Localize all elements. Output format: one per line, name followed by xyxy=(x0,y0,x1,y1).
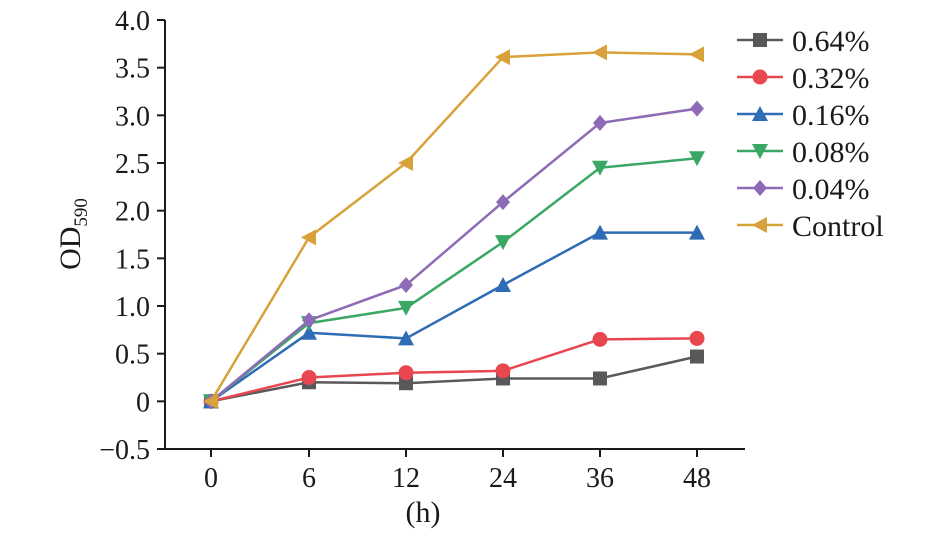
legend-label: Control xyxy=(792,210,884,243)
x-ticks: 0 6 12 24 36 48 xyxy=(204,449,711,494)
data-point xyxy=(398,155,413,171)
y-tick-label: 2.0 xyxy=(115,197,150,228)
y-tick-label: 1.0 xyxy=(115,292,150,323)
y-tick-label: 3.0 xyxy=(115,101,150,132)
data-point xyxy=(495,363,511,379)
x-axis-title: (h) xyxy=(406,496,441,529)
data-point xyxy=(690,100,704,117)
x-tick-label: 6 xyxy=(302,463,316,494)
axes xyxy=(164,20,745,450)
data-point xyxy=(203,393,218,410)
y-tick-label: 3.5 xyxy=(115,54,150,85)
legend: 0.64% 0.32% 0.16% 0.08% 0.04% Control xyxy=(737,25,884,243)
y-tick-label: 0 xyxy=(136,387,150,418)
legend-item: 0.08% xyxy=(737,136,870,169)
legend-label: 0.64% xyxy=(792,25,870,58)
data-point xyxy=(689,330,705,346)
series-0.04% xyxy=(204,100,704,410)
x-tick-label: 36 xyxy=(586,463,614,494)
series-0.64% xyxy=(204,349,704,409)
data-point xyxy=(592,331,608,347)
data-point xyxy=(593,114,607,131)
data-point xyxy=(689,46,704,63)
x-tick-label: 24 xyxy=(489,463,517,494)
data-point xyxy=(301,370,317,385)
series-layer xyxy=(203,44,705,410)
y-tick-label: 2.5 xyxy=(115,149,150,180)
legend-label: 0.16% xyxy=(792,99,870,132)
y-axis-title: OD590 xyxy=(54,198,92,270)
legend-item: 0.16% xyxy=(737,99,870,132)
series-0.32% xyxy=(203,330,705,409)
data-point xyxy=(593,371,607,386)
series-line xyxy=(210,355,698,403)
legend-label: 0.08% xyxy=(792,136,870,169)
data-point xyxy=(302,312,316,329)
legend-item: Control xyxy=(737,210,884,243)
data-point xyxy=(592,160,608,176)
legend-item: 0.64% xyxy=(737,25,870,58)
series-line xyxy=(210,231,697,403)
x-tick-label: 12 xyxy=(392,463,420,494)
y-tick-label: 0.5 xyxy=(115,340,150,371)
data-point xyxy=(495,49,510,66)
legend-label: 0.04% xyxy=(792,173,870,206)
legend-label: 0.32% xyxy=(792,62,870,95)
data-point xyxy=(689,151,705,167)
y-tick-label: 1.5 xyxy=(115,244,150,275)
data-point xyxy=(592,224,608,240)
data-point xyxy=(496,194,510,211)
legend-marker xyxy=(753,180,767,196)
legend-item: 0.32% xyxy=(737,62,870,95)
series-line xyxy=(209,51,698,402)
data-point xyxy=(398,300,414,316)
series-Control xyxy=(203,44,704,410)
legend-item: 0.04% xyxy=(737,173,870,206)
data-point xyxy=(399,376,413,391)
series-line xyxy=(210,107,698,403)
legend-marker xyxy=(752,69,768,85)
data-point xyxy=(495,277,511,293)
series-line xyxy=(210,337,698,403)
y-ticks: −0.5 0 0.5 1.0 1.5 2.0 2.5 3.0 3.5 4.0 xyxy=(99,6,165,466)
legend-marker xyxy=(752,144,768,159)
y-tick-label: 4.0 xyxy=(115,6,150,37)
series-0.16% xyxy=(203,224,705,409)
x-tick-label: 0 xyxy=(204,463,218,494)
series-line xyxy=(210,156,698,403)
data-point xyxy=(689,224,705,240)
data-point xyxy=(592,44,607,61)
data-point xyxy=(399,277,413,294)
data-point xyxy=(301,229,316,246)
legend-marker xyxy=(753,33,767,47)
data-point xyxy=(398,330,414,346)
data-point xyxy=(690,349,704,364)
data-point xyxy=(301,324,317,340)
x-tick-label: 48 xyxy=(683,463,711,494)
legend-marker xyxy=(752,217,767,233)
y-tick-label: −0.5 xyxy=(99,435,150,466)
legend-marker xyxy=(752,106,768,121)
data-point xyxy=(398,365,414,381)
y-axis-title-subscript: 590 xyxy=(71,198,92,227)
data-point xyxy=(495,235,511,251)
y-axis-title-main: OD xyxy=(54,227,87,270)
